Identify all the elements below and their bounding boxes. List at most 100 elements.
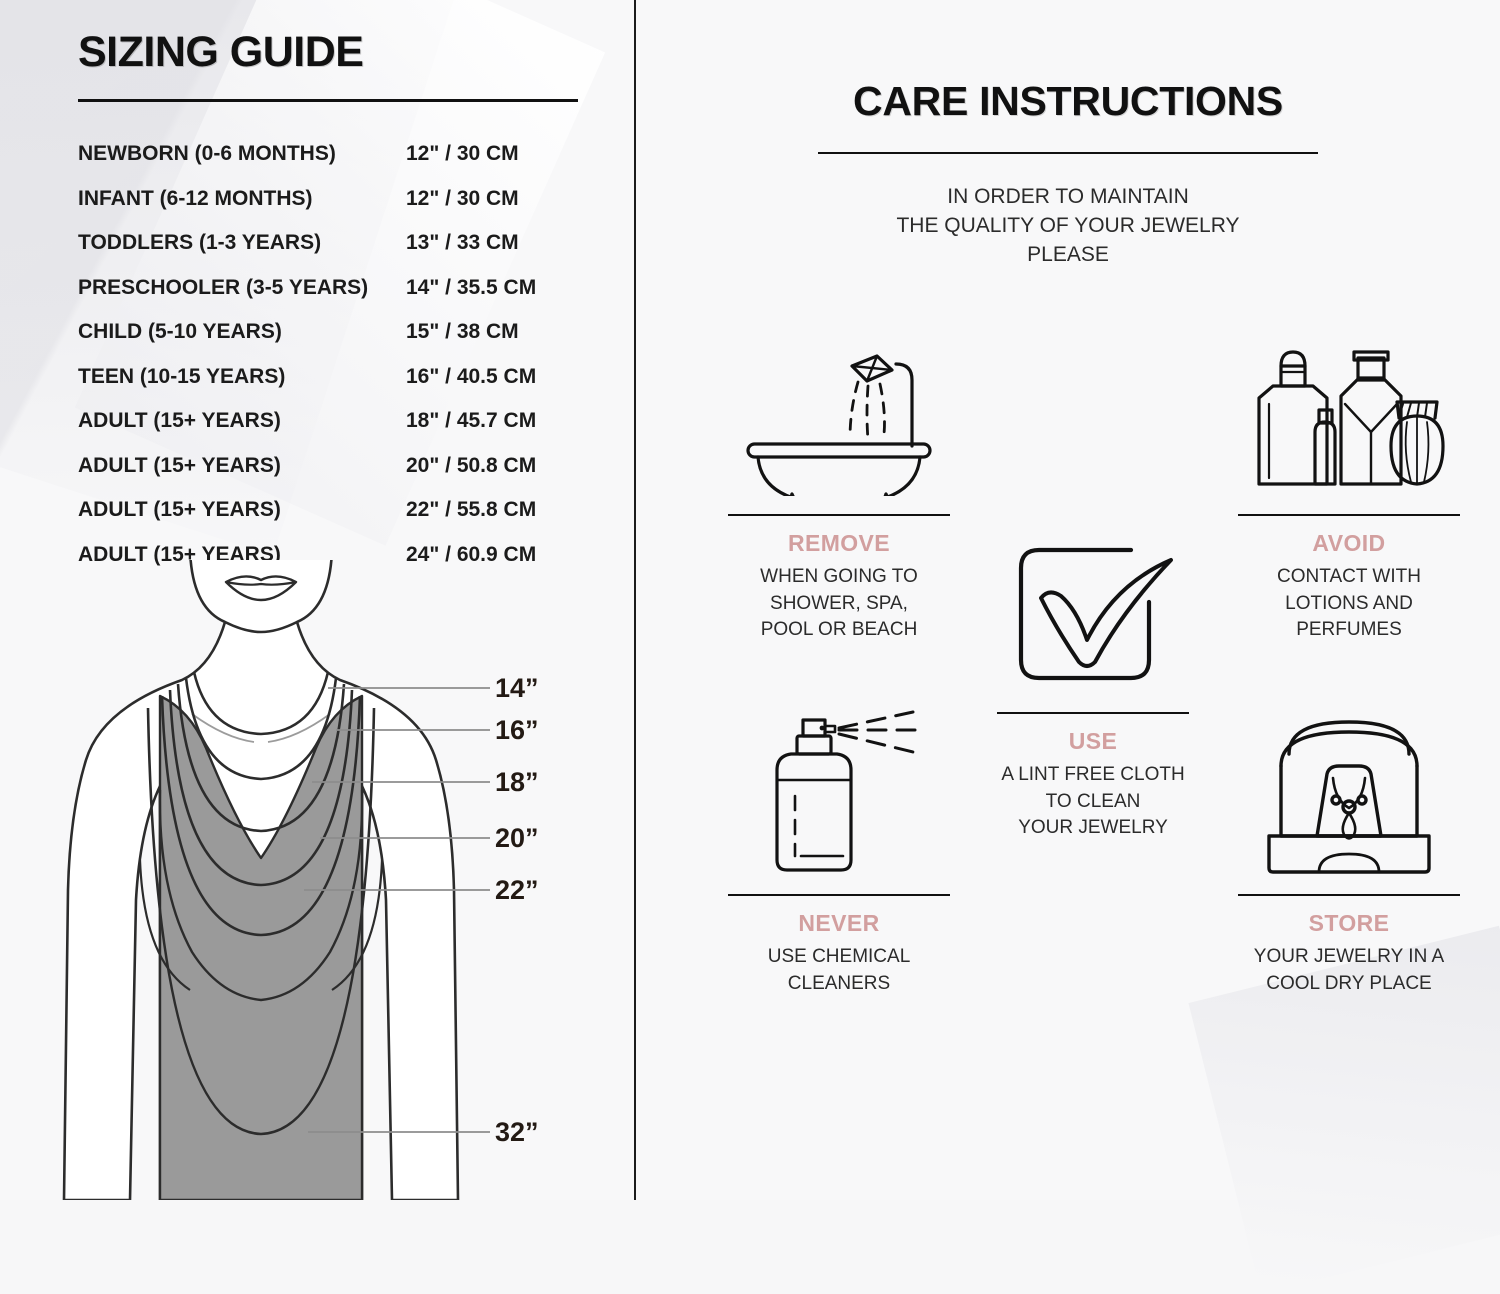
sizing-guide-title: SIZING GUIDE xyxy=(78,28,364,76)
care-body-line-2: TO CLEAN xyxy=(1045,790,1141,812)
care-card-never: NEVER USE CHEMICAL CLEANERS xyxy=(694,708,984,997)
necklace-18in xyxy=(176,683,346,833)
care-card-heading: AVOID xyxy=(1312,530,1386,556)
necklace-22in xyxy=(160,695,362,937)
size-label: NEWBORN (0-6 MONTHS) xyxy=(78,142,336,165)
care-card-divider xyxy=(997,712,1189,714)
table-row: ADULT (15+ YEARS) 20" / 50.8 CM xyxy=(78,454,578,499)
lips-icon xyxy=(224,575,298,602)
care-body-line-1: WHEN GOING TO xyxy=(760,566,918,587)
care-card-divider xyxy=(1238,894,1460,896)
size-value: 22" / 55.8 CM xyxy=(406,498,537,521)
table-row: TODDLERS (1-3 YEARS) 13" / 33 CM xyxy=(78,231,578,276)
care-card-heading: USE xyxy=(1068,728,1118,754)
table-row: TEEN (10-15 YEARS) 16" / 40.5 CM xyxy=(78,365,578,410)
spray-bottle-icon xyxy=(775,710,927,872)
care-icon-wrap xyxy=(1204,708,1494,878)
necklace-20in xyxy=(168,689,354,887)
care-card-divider xyxy=(728,514,950,516)
necklace-length-diagram: 14” 16” 18” 20” 22” 32” xyxy=(62,560,539,1200)
care-subtitle: IN ORDER TO MAINTAIN THE QUALITY OF YOUR… xyxy=(636,182,1500,269)
care-icon-wrap xyxy=(948,536,1238,696)
size-label: TODDLERS (1-3 YEARS) xyxy=(78,231,322,254)
care-body-line-1: A LINT FREE CLOTH xyxy=(1001,764,1185,785)
size-label: ADULT (15+ YEARS) xyxy=(78,453,281,477)
care-instructions-panel: CARE INSTRUCTIONS IN ORDER TO MAINTAIN T… xyxy=(636,0,1500,1200)
care-subtitle-line-3: PLEASE xyxy=(1027,243,1109,266)
care-card-body: USE CHEMICAL CLEANERS xyxy=(694,944,984,997)
size-label: CHILD (5-10 YEARS) xyxy=(78,320,282,343)
jewelry-box-icon xyxy=(1267,720,1431,874)
size-label: TEEN (10-15 YEARS) xyxy=(78,364,286,388)
length-labels: 14” 16” 18” 20” 22” 32” xyxy=(495,673,539,1147)
bust-outline xyxy=(138,789,384,1002)
table-row: NEWBORN (0-6 MONTHS) 12" / 30 CM xyxy=(78,142,578,187)
care-body-line-3: PERFUMES xyxy=(1296,619,1402,640)
care-icon-wrap xyxy=(694,708,984,878)
size-value: 20" / 50.8 CM xyxy=(406,453,537,477)
size-value: 16" / 40.5 CM xyxy=(406,364,537,388)
care-icon-wrap xyxy=(694,348,984,496)
table-row: ADULT (15+ YEARS) 22" / 55.8 CM xyxy=(78,498,578,543)
care-card-divider xyxy=(728,894,950,896)
care-card-heading: STORE xyxy=(1308,910,1390,936)
size-value: 12" / 30 CM xyxy=(406,142,519,165)
table-row: PRESCHOOLER (3-5 YEARS) 14" / 35.5 CM xyxy=(78,276,578,321)
necklace-chains xyxy=(146,671,376,1136)
care-title-underline xyxy=(818,152,1318,154)
size-value: 18" / 45.7 CM xyxy=(406,409,537,432)
care-body-line-1: USE CHEMICAL xyxy=(767,946,911,967)
sizing-table: NEWBORN (0-6 MONTHS) 12" / 30 CM INFANT … xyxy=(78,142,578,587)
care-subtitle-line-2: THE QUALITY OF YOUR JEWELRY xyxy=(896,214,1240,237)
necklace-14in xyxy=(192,671,330,736)
size-value: 12" / 30 CM xyxy=(406,186,519,210)
necklace-16in xyxy=(184,677,338,781)
necklace-32in xyxy=(146,707,376,1136)
care-body-line-2: COOL DRY PLACE xyxy=(1266,972,1432,994)
size-label: ADULT (15+ YEARS) xyxy=(78,409,281,432)
care-body-line-2: SHOWER, SPA, xyxy=(770,592,908,614)
length-label-18: 18” xyxy=(495,767,539,797)
care-card-remove: REMOVE WHEN GOING TO SHOWER, SPA, POOL O… xyxy=(694,348,984,644)
size-value: 13" / 33 CM xyxy=(406,231,519,254)
table-row: CHILD (5-10 YEARS) 15" / 38 CM xyxy=(78,320,578,365)
size-value: 14" / 35.5 CM xyxy=(406,275,537,299)
care-card-use: USE A LINT FREE CLOTH TO CLEAN YOUR JEWE… xyxy=(948,536,1238,842)
care-card-body: A LINT FREE CLOTH TO CLEAN YOUR JEWELRY xyxy=(948,762,1238,842)
panel-divider xyxy=(634,0,636,1200)
care-card-body: YOUR JEWELRY IN A COOL DRY PLACE xyxy=(1204,944,1494,997)
care-card-heading: NEVER xyxy=(798,910,880,936)
checkmark-box-icon xyxy=(1018,547,1173,681)
care-body-line-2: LOTIONS AND xyxy=(1285,592,1413,614)
care-card-avoid: AVOID CONTACT WITH LOTIONS AND PERFUMES xyxy=(1204,348,1494,644)
care-body-line-3: POOL OR BEACH xyxy=(760,619,918,640)
length-label-20: 20” xyxy=(495,823,539,853)
care-icon-wrap xyxy=(1204,348,1494,496)
leader-lines xyxy=(304,687,490,1133)
care-card-body: CONTACT WITH LOTIONS AND PERFUMES xyxy=(1204,564,1494,644)
size-label: ADULT (15+ YEARS) xyxy=(78,498,281,521)
size-value: 24" / 60.9 CM xyxy=(406,542,537,566)
length-label-14: 14” xyxy=(495,673,539,703)
care-body-line-1: YOUR JEWELRY IN A xyxy=(1253,946,1445,967)
table-row: INFANT (6-12 MONTHS) 12" / 30 CM xyxy=(78,187,578,232)
care-subtitle-line-1: IN ORDER TO MAINTAIN xyxy=(947,185,1189,208)
care-body-line-1: CONTACT WITH xyxy=(1277,566,1421,587)
size-label: INFANT (6-12 MONTHS) xyxy=(78,186,313,210)
care-card-divider xyxy=(1238,514,1460,516)
size-value: 15" / 38 CM xyxy=(406,320,519,343)
care-instructions-title: CARE INSTRUCTIONS xyxy=(853,78,1283,124)
size-label: PRESCHOOLER (3-5 YEARS) xyxy=(78,275,369,299)
care-body-line-2: CLEANERS xyxy=(787,972,891,994)
sizing-title-underline xyxy=(78,99,578,102)
length-label-22: 22” xyxy=(495,875,539,905)
length-label-32: 32” xyxy=(495,1117,539,1147)
care-card-heading: REMOVE xyxy=(787,530,891,556)
bathtub-shower-icon xyxy=(746,354,932,496)
care-body-line-3: YOUR JEWELRY xyxy=(1018,817,1168,838)
necklace-length-figure: 14” 16” 18” 20” 22” 32” xyxy=(40,560,634,1200)
table-row: ADULT (15+ YEARS) 18" / 45.7 CM xyxy=(78,409,578,454)
care-card-body: WHEN GOING TO SHOWER, SPA, POOL OR BEACH xyxy=(694,564,984,644)
care-card-store: STORE YOUR JEWELRY IN A COOL DRY PLACE xyxy=(1204,708,1494,997)
length-label-16: 16” xyxy=(495,715,539,745)
